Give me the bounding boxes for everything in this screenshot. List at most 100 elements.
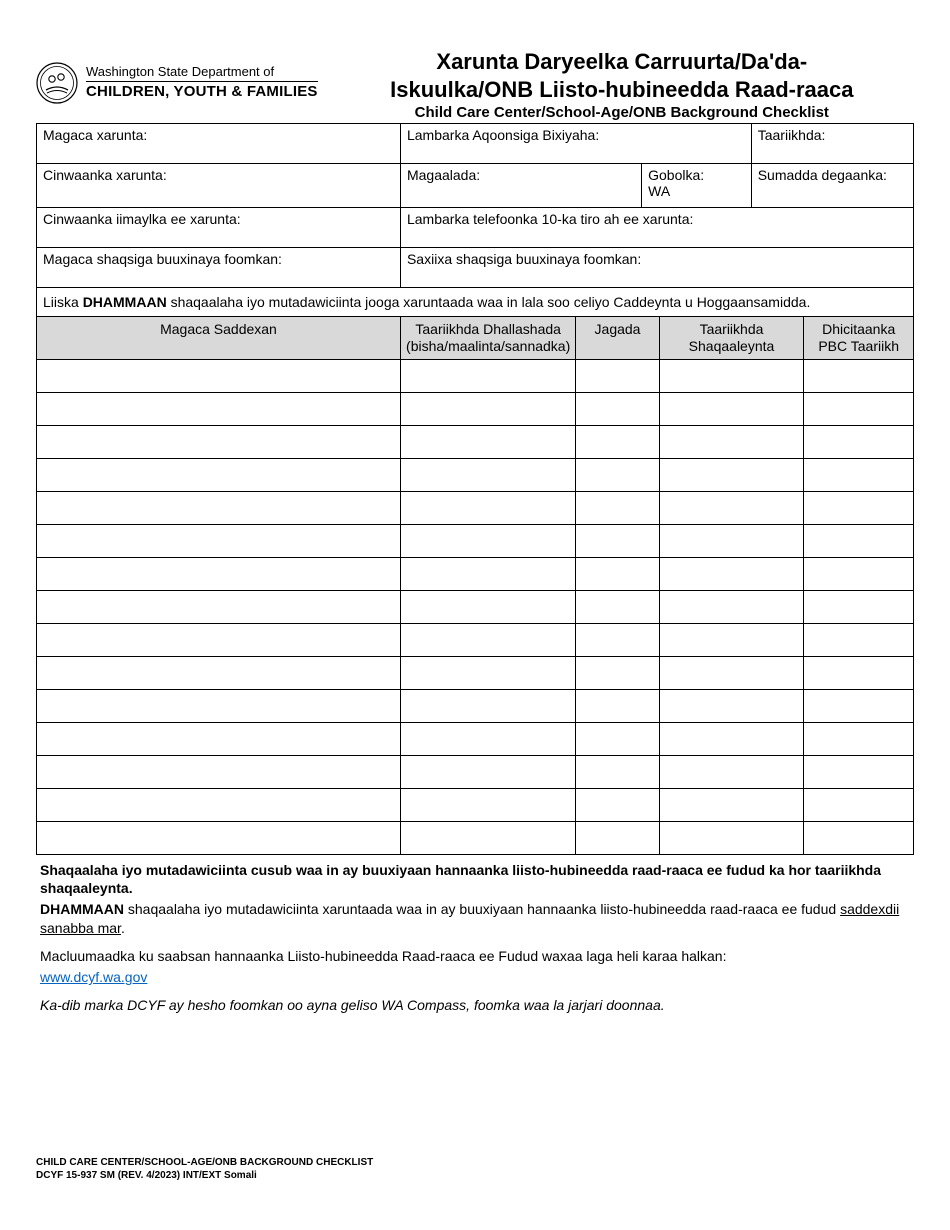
table-cell[interactable] (576, 425, 659, 458)
field-facility-email[interactable]: Cinwaanka iimaylka ee xarunta: (37, 208, 401, 248)
table-cell[interactable] (576, 821, 659, 854)
wa-seal-icon (36, 62, 78, 104)
field-zip[interactable]: Sumadda degaanka: (751, 164, 913, 208)
table-cell[interactable] (659, 722, 804, 755)
table-cell[interactable] (37, 755, 401, 788)
table-cell[interactable] (576, 458, 659, 491)
table-cell[interactable] (804, 755, 914, 788)
table-cell[interactable] (37, 656, 401, 689)
table-cell[interactable] (576, 392, 659, 425)
table-cell[interactable] (37, 524, 401, 557)
logo-cyf-text: CHILDREN, YOUTH & FAMILIES (86, 84, 318, 101)
col-employ-date: TaariikhdaShaqaaleynta (659, 317, 804, 360)
table-cell[interactable] (659, 656, 804, 689)
table-cell[interactable] (400, 689, 575, 722)
table-cell[interactable] (659, 689, 804, 722)
dcyf-link[interactable]: www.dcyf.wa.gov (40, 969, 147, 985)
table-cell[interactable] (659, 755, 804, 788)
field-facility-name[interactable]: Magaca xarunta: (37, 124, 401, 164)
table-cell[interactable] (576, 755, 659, 788)
table-cell[interactable] (804, 524, 914, 557)
table-cell[interactable] (576, 524, 659, 557)
table-cell[interactable] (659, 788, 804, 821)
table-cell[interactable] (804, 458, 914, 491)
table-cell[interactable] (659, 458, 804, 491)
table-row (37, 491, 914, 524)
table-cell[interactable] (400, 722, 575, 755)
table-cell[interactable] (659, 623, 804, 656)
table-cell[interactable] (659, 557, 804, 590)
table-cell[interactable] (576, 623, 659, 656)
table-cell[interactable] (804, 623, 914, 656)
table-row (37, 524, 914, 557)
table-cell[interactable] (804, 689, 914, 722)
table-cell[interactable] (37, 623, 401, 656)
table-row (37, 722, 914, 755)
table-cell[interactable] (400, 491, 575, 524)
label-facility-name: Magaca xarunta: (43, 127, 147, 143)
table-cell[interactable] (804, 590, 914, 623)
table-cell[interactable] (400, 788, 575, 821)
table-cell[interactable] (659, 392, 804, 425)
field-person-signature[interactable]: Saxiixa shaqsiga buuxinaya foomkan: (400, 248, 913, 288)
table-cell[interactable] (576, 590, 659, 623)
table-cell[interactable] (37, 722, 401, 755)
label-date: Taariikhda: (758, 127, 826, 143)
table-cell[interactable] (804, 722, 914, 755)
table-cell[interactable] (804, 359, 914, 392)
field-city[interactable]: Magaalada: (400, 164, 641, 208)
table-cell[interactable] (400, 458, 575, 491)
table-cell[interactable] (400, 623, 575, 656)
table-cell[interactable] (37, 359, 401, 392)
table-cell[interactable] (400, 821, 575, 854)
table-cell[interactable] (400, 359, 575, 392)
table-cell[interactable] (37, 590, 401, 623)
table-cell[interactable] (37, 458, 401, 491)
table-cell[interactable] (659, 590, 804, 623)
table-cell[interactable] (37, 425, 401, 458)
table-cell[interactable] (804, 656, 914, 689)
field-facility-address[interactable]: Cinwaanka xarunta: (37, 164, 401, 208)
table-cell[interactable] (804, 392, 914, 425)
col-dob: Taariikhda Dhallashada(bisha/maalinta/sa… (400, 317, 575, 360)
table-cell[interactable] (400, 755, 575, 788)
field-person-name[interactable]: Magaca shaqsiga buuxinaya foomkan: (37, 248, 401, 288)
table-cell[interactable] (659, 491, 804, 524)
table-cell[interactable] (576, 557, 659, 590)
table-cell[interactable] (576, 722, 659, 755)
table-cell[interactable] (804, 491, 914, 524)
table-cell[interactable] (576, 491, 659, 524)
table-cell[interactable] (576, 788, 659, 821)
table-cell[interactable] (804, 821, 914, 854)
table-cell[interactable] (804, 788, 914, 821)
table-cell[interactable] (400, 656, 575, 689)
table-cell[interactable] (37, 821, 401, 854)
field-facility-phone[interactable]: Lambarka telefoonka 10-ka tiro ah ee xar… (400, 208, 913, 248)
table-row (37, 458, 914, 491)
table-cell[interactable] (400, 590, 575, 623)
field-provider-id[interactable]: Lambarka Aqoonsiga Bixiyaha: (400, 124, 751, 164)
table-cell[interactable] (659, 524, 804, 557)
table-cell[interactable] (659, 359, 804, 392)
table-cell[interactable] (400, 425, 575, 458)
table-cell[interactable] (37, 689, 401, 722)
table-cell[interactable] (400, 392, 575, 425)
table-cell[interactable] (37, 788, 401, 821)
table-cell[interactable] (37, 392, 401, 425)
note-link-line: www.dcyf.wa.gov (40, 968, 910, 987)
table-cell[interactable] (576, 656, 659, 689)
note-para2: DHAMMAAN shaqaalaha iyo mutadawiciinta x… (40, 900, 910, 938)
table-cell[interactable] (37, 557, 401, 590)
table-cell[interactable] (804, 557, 914, 590)
table-cell[interactable] (400, 557, 575, 590)
table-cell[interactable] (576, 689, 659, 722)
table-cell[interactable] (659, 821, 804, 854)
table-cell[interactable] (400, 524, 575, 557)
table-cell[interactable] (659, 425, 804, 458)
table-cell[interactable] (37, 491, 401, 524)
table-cell[interactable] (576, 359, 659, 392)
field-date[interactable]: Taariikhda: (751, 124, 913, 164)
label-provider-id: Lambarka Aqoonsiga Bixiyaha: (407, 127, 599, 143)
table-row (37, 425, 914, 458)
table-cell[interactable] (804, 425, 914, 458)
